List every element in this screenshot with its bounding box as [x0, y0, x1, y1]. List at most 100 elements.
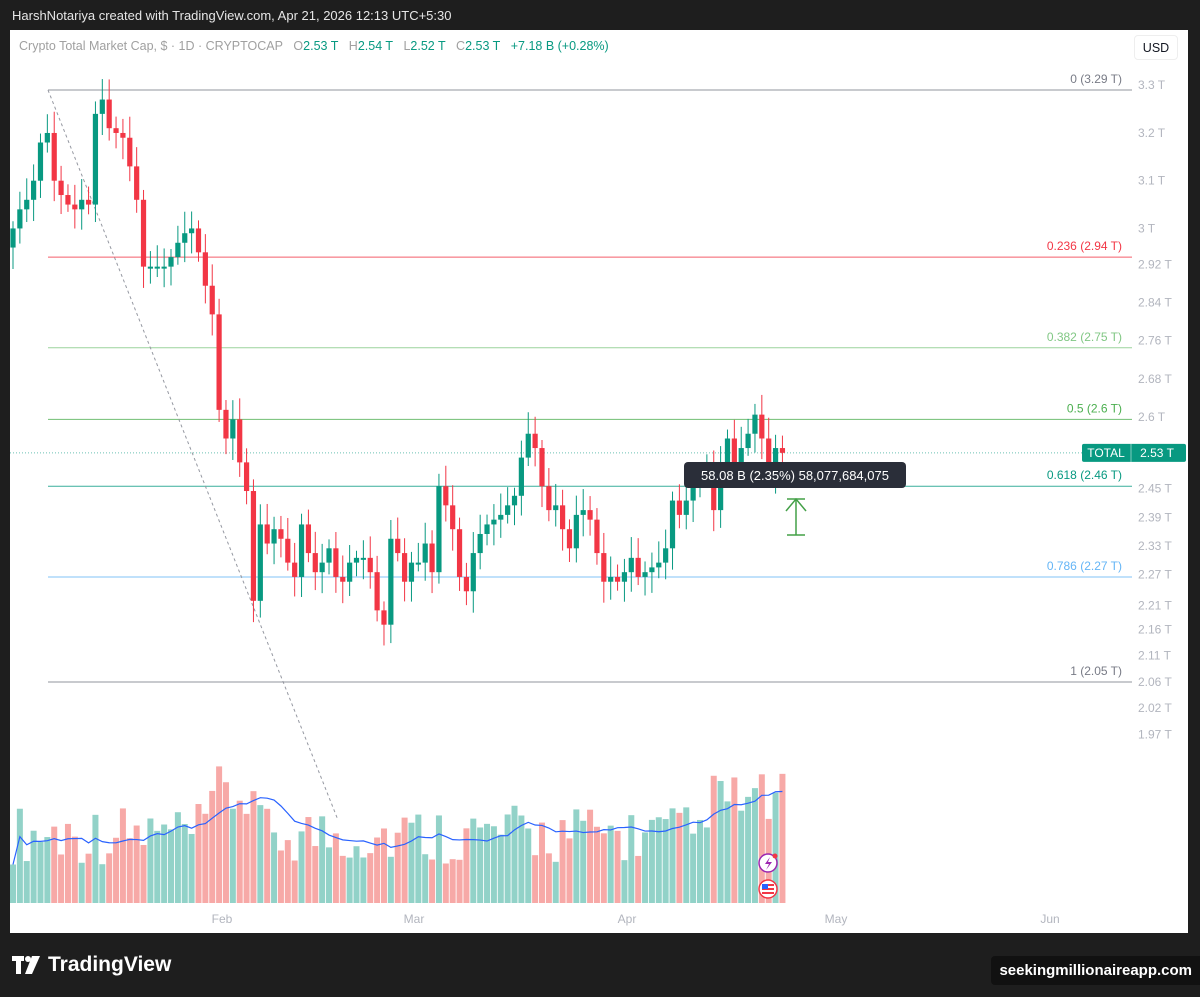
candle[interactable]	[161, 248, 167, 288]
candle[interactable]	[367, 536, 373, 589]
us-flag-event-icon[interactable]	[758, 879, 778, 899]
candle[interactable]	[566, 519, 573, 562]
candle[interactable]	[237, 398, 243, 477]
candle[interactable]	[518, 440, 524, 516]
chart-frame[interactable]: 3.3 T 3.2 T 3.1 T 3 T 2.92 T 2.84 T 2.76 T 2.68…	[10, 30, 1188, 933]
candle[interactable]	[553, 483, 559, 527]
candle[interactable]	[443, 465, 449, 522]
candle[interactable]	[312, 531, 318, 591]
candle[interactable]	[669, 491, 676, 570]
candle[interactable]	[470, 532, 476, 613]
candle[interactable]	[17, 191, 23, 244]
candle[interactable]	[560, 489, 566, 551]
candle[interactable]	[491, 504, 497, 546]
candle[interactable]	[202, 234, 208, 304]
candle[interactable]	[182, 211, 188, 263]
candle[interactable]	[51, 111, 57, 202]
measure-arrow-icon[interactable]	[785, 497, 807, 536]
candle[interactable]	[649, 552, 655, 593]
candle[interactable]	[195, 220, 202, 262]
candle[interactable]	[450, 485, 456, 551]
candle[interactable]	[113, 116, 119, 149]
candle[interactable]	[635, 538, 641, 586]
candle[interactable]	[209, 264, 215, 336]
candle[interactable]	[24, 178, 30, 223]
candle[interactable]	[31, 164, 37, 222]
candle[interactable]	[663, 529, 669, 580]
candle[interactable]	[463, 562, 470, 606]
candle[interactable]	[614, 564, 621, 591]
candle[interactable]	[285, 517, 291, 571]
candle[interactable]	[347, 545, 353, 596]
candle[interactable]	[257, 504, 263, 618]
candle[interactable]	[175, 225, 181, 265]
candle[interactable]	[587, 496, 593, 536]
candle[interactable]	[759, 394, 765, 460]
candle[interactable]	[621, 558, 628, 602]
candle[interactable]	[525, 412, 531, 467]
candle[interactable]	[37, 133, 44, 198]
candle[interactable]	[189, 211, 195, 254]
candle[interactable]	[505, 487, 511, 524]
candle[interactable]	[374, 555, 380, 622]
candle[interactable]	[250, 479, 257, 623]
candle[interactable]	[264, 503, 270, 555]
candle[interactable]	[539, 439, 545, 508]
candle[interactable]	[134, 147, 140, 213]
candle[interactable]	[127, 116, 133, 182]
candle[interactable]	[230, 400, 236, 460]
candle[interactable]	[642, 561, 648, 596]
fib-trend-line[interactable]	[47, 89, 339, 821]
candle[interactable]	[85, 186, 92, 215]
candle[interactable]	[608, 556, 614, 600]
candle[interactable]	[353, 550, 360, 577]
candle[interactable]	[511, 487, 518, 526]
candle[interactable]	[99, 79, 105, 136]
candle[interactable]	[319, 543, 325, 594]
candle[interactable]	[326, 539, 332, 575]
candle[interactable]	[72, 184, 78, 229]
candle[interactable]	[140, 189, 147, 288]
candle[interactable]	[752, 403, 758, 453]
candle[interactable]	[656, 541, 662, 579]
candle[interactable]	[216, 298, 222, 422]
candle[interactable]	[388, 520, 394, 644]
candle[interactable]	[477, 514, 483, 570]
candle[interactable]	[333, 532, 339, 593]
candle[interactable]	[360, 540, 366, 580]
candle[interactable]	[340, 555, 346, 604]
candle[interactable]	[154, 245, 160, 278]
candle[interactable]	[580, 489, 586, 537]
candle[interactable]	[79, 179, 85, 230]
candle[interactable]	[243, 448, 250, 505]
candle[interactable]	[498, 493, 504, 538]
candle[interactable]	[484, 514, 490, 546]
candle[interactable]	[422, 522, 428, 581]
candle[interactable]	[456, 517, 463, 591]
candle[interactable]	[92, 101, 99, 223]
candle[interactable]	[546, 468, 552, 522]
candle[interactable]	[120, 118, 126, 160]
candle[interactable]	[532, 416, 538, 467]
candle[interactable]	[292, 542, 298, 597]
currency-button[interactable]: USD	[1134, 35, 1178, 60]
candle[interactable]	[44, 114, 50, 153]
candle[interactable]	[436, 473, 442, 584]
candle[interactable]	[10, 221, 16, 270]
candle[interactable]	[594, 508, 600, 565]
candle[interactable]	[401, 538, 408, 602]
candle[interactable]	[65, 184, 71, 212]
candle[interactable]	[601, 532, 607, 603]
candle[interactable]	[271, 516, 277, 565]
candle[interactable]	[58, 165, 64, 215]
candle[interactable]	[298, 513, 305, 597]
candle[interactable]	[395, 517, 401, 562]
candle[interactable]	[278, 515, 284, 558]
candle[interactable]	[381, 601, 387, 646]
candle[interactable]	[147, 251, 153, 284]
candle[interactable]	[408, 551, 415, 602]
candle[interactable]	[168, 249, 174, 286]
candlestick-chart[interactable]: 3.3 T 3.2 T 3.1 T 3 T 2.92 T 2.84 T 2.76 T 2.68…	[10, 30, 1188, 933]
candle[interactable]	[745, 418, 751, 456]
candle[interactable]	[429, 530, 435, 594]
